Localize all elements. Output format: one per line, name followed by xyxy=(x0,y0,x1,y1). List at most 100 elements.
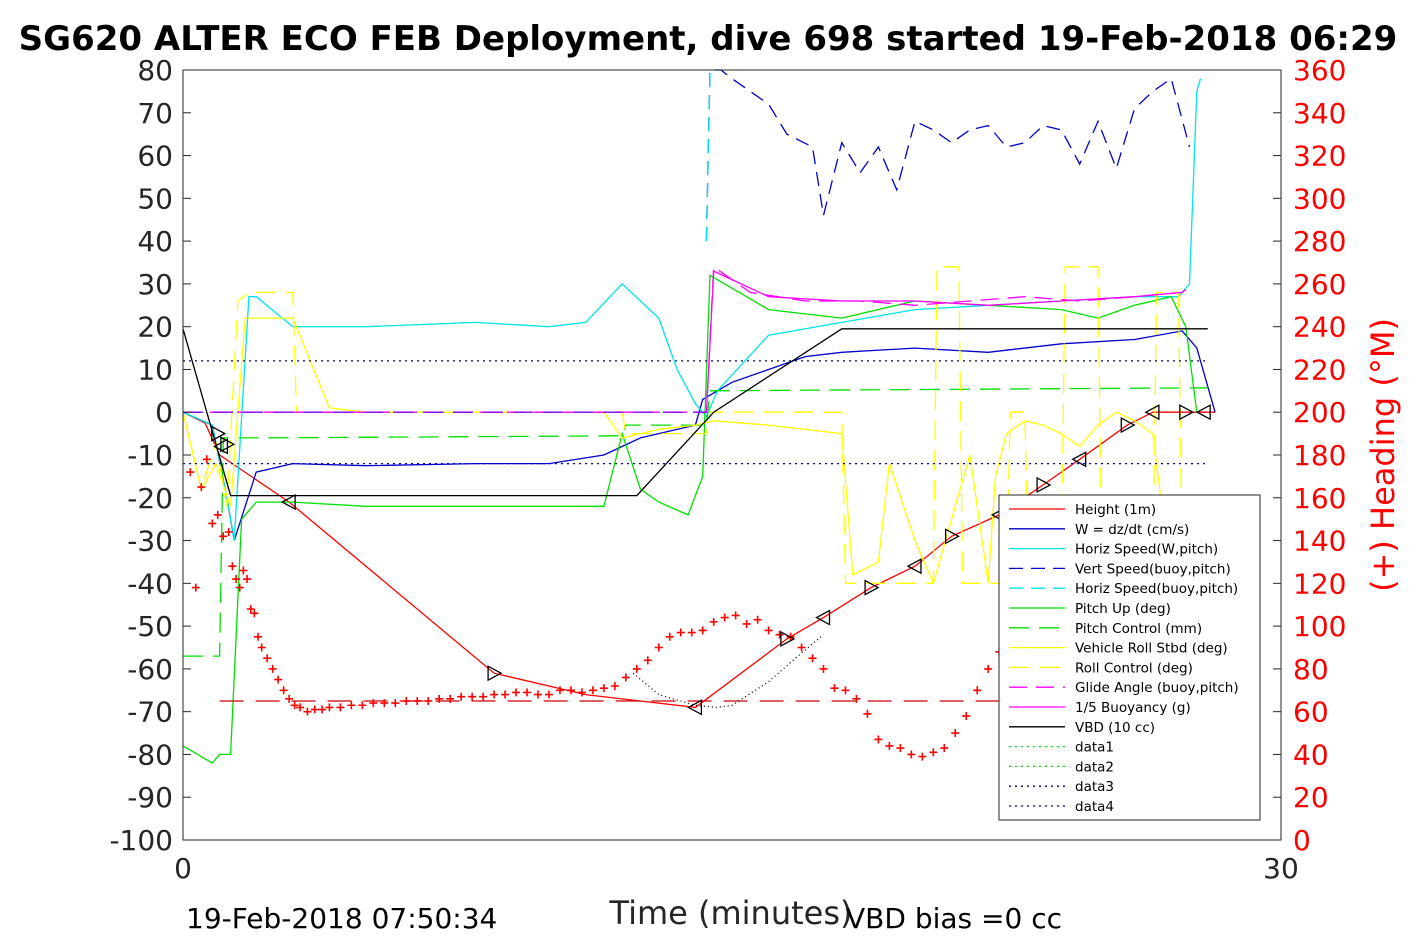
triangle-marker xyxy=(815,609,831,626)
series-line-vbd-10-cc xyxy=(182,328,1208,497)
legend-label: data1 xyxy=(1075,740,1114,756)
heading-point xyxy=(610,682,619,690)
legend-label: Vert Speed(buoy,pitch) xyxy=(1075,561,1231,577)
legend-label: data4 xyxy=(1075,799,1114,815)
y2-tick-label: 160 xyxy=(1293,482,1346,515)
legend-label: Height (1m) xyxy=(1075,502,1156,518)
y-tick-label: 20 xyxy=(137,311,173,344)
y-tick-label: 70 xyxy=(137,97,173,130)
heading-point xyxy=(197,483,206,492)
heading-point xyxy=(665,632,674,641)
heading-point xyxy=(380,699,389,708)
heading-point xyxy=(457,692,466,701)
heading-point xyxy=(654,643,663,652)
heading-point xyxy=(224,528,233,536)
heading-point xyxy=(232,575,241,584)
heading-point xyxy=(512,688,521,697)
legend-label: Horiz Speed(buoy,pitch) xyxy=(1075,581,1238,597)
heading-point xyxy=(962,711,971,720)
y2-tick-label: 220 xyxy=(1293,353,1346,386)
heading-point xyxy=(325,703,334,712)
heading-point xyxy=(303,707,312,716)
heading-point xyxy=(435,694,444,703)
right-axis-label: (+) Heading (°M) xyxy=(1364,318,1402,592)
y2-tick-label: 20 xyxy=(1293,781,1329,814)
triangle-marker xyxy=(1071,451,1087,468)
y2-tick-label: 260 xyxy=(1293,268,1346,301)
legend-label: W = dz/dt (cm/s) xyxy=(1075,522,1189,538)
triangle-marker xyxy=(220,436,236,453)
y-tick-label: -20 xyxy=(127,482,173,515)
x-tick-label: 0 xyxy=(174,852,192,885)
heading-point xyxy=(720,613,729,622)
heading-point xyxy=(213,510,222,519)
heading-point xyxy=(632,664,641,673)
legend-label: Roll Control (deg) xyxy=(1075,660,1193,676)
y2-tick-label: 140 xyxy=(1293,525,1346,558)
heading-point xyxy=(402,696,411,705)
heading-point xyxy=(984,664,993,673)
heading-point xyxy=(588,686,597,695)
heading-point xyxy=(523,688,532,697)
heading-point xyxy=(239,566,248,575)
heading-point xyxy=(555,686,564,695)
legend-label: Vehicle Roll Stbd (deg) xyxy=(1075,641,1228,657)
y2-tick-label: 360 xyxy=(1293,54,1346,87)
heading-point xyxy=(819,664,828,673)
right-axis: 3603403203002802602402202001801601401201… xyxy=(1273,54,1346,857)
heading-point xyxy=(191,583,200,592)
heading-point xyxy=(599,684,608,693)
triangle-marker xyxy=(487,665,503,682)
heading-point xyxy=(501,690,510,699)
heading-point xyxy=(731,611,740,620)
x-axis: 0 30 xyxy=(174,832,1299,885)
heading-point xyxy=(318,705,327,714)
legend-label: VBD (10 cc) xyxy=(1075,720,1155,736)
heading-point xyxy=(973,686,982,695)
y-tick-label: -90 xyxy=(127,781,173,814)
heading-point xyxy=(863,709,872,718)
heading-point xyxy=(285,694,294,703)
y-tick-label: -100 xyxy=(109,824,173,857)
heading-point xyxy=(219,532,228,541)
triangle-marker xyxy=(906,558,922,575)
heading-point xyxy=(577,688,586,697)
y2-tick-label: 280 xyxy=(1293,225,1346,258)
heading-point xyxy=(257,643,266,652)
legend-label: Horiz Speed(W,pitch) xyxy=(1075,542,1218,558)
heading-point xyxy=(186,468,195,477)
heading-point xyxy=(687,628,696,637)
legend-label: data2 xyxy=(1075,759,1114,775)
triangle-marker xyxy=(780,630,796,648)
y-tick-label: -60 xyxy=(127,653,173,686)
y-tick-label: -80 xyxy=(127,738,173,771)
heading-point xyxy=(446,694,455,703)
heading-point xyxy=(676,628,685,637)
heading-point xyxy=(797,643,806,652)
legend-label: 1/5 Buoyancy (g) xyxy=(1075,700,1191,716)
heading-point xyxy=(369,699,378,708)
heading-point xyxy=(534,690,543,699)
heading-point xyxy=(742,619,751,628)
heading-point xyxy=(358,701,367,710)
legend-label: data3 xyxy=(1075,779,1114,795)
heading-point xyxy=(874,735,883,744)
legend-label: Pitch Up (deg) xyxy=(1075,601,1171,617)
y-tick-label: 80 xyxy=(137,54,173,87)
triangle-marker xyxy=(944,528,960,545)
heading-point xyxy=(830,684,839,693)
heading-point xyxy=(940,744,949,753)
heading-point xyxy=(310,705,319,714)
heading-point xyxy=(246,605,255,613)
triangle-marker xyxy=(864,579,880,596)
heading-point xyxy=(274,675,283,684)
y2-tick-label: 100 xyxy=(1293,610,1346,643)
chart-title: SG620 ALTER ECO FEB Deployment, dive 698… xyxy=(19,19,1398,59)
y2-tick-label: 340 xyxy=(1293,97,1346,130)
heading-point xyxy=(424,696,433,705)
triangle-marker xyxy=(1120,416,1136,434)
triangle-marker xyxy=(1144,404,1160,421)
heading-point xyxy=(545,690,553,699)
heading-point xyxy=(202,455,211,464)
